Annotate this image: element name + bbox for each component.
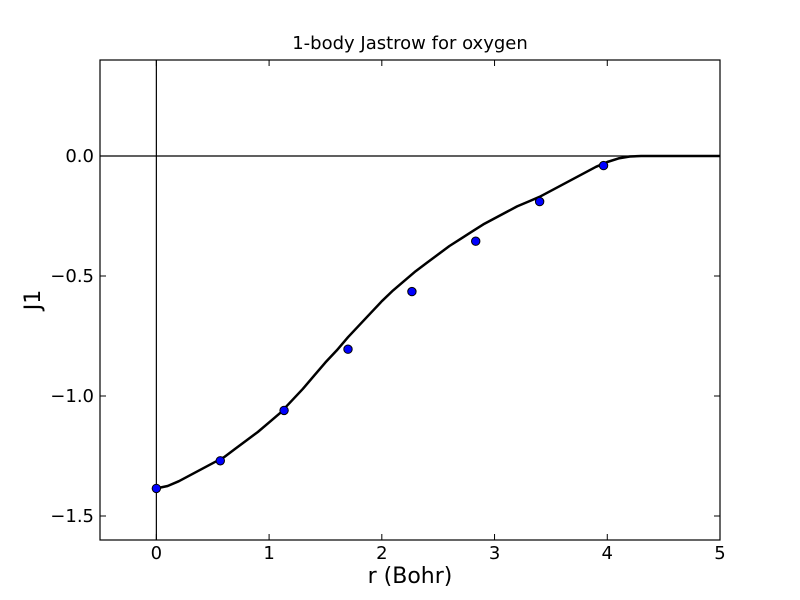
data-point	[279, 405, 289, 416]
data-point	[407, 286, 417, 297]
data-point	[151, 483, 162, 494]
y-tick-label: −1.5	[50, 506, 94, 527]
data-point	[598, 160, 609, 171]
data-point	[343, 344, 353, 354]
data-point	[215, 456, 225, 466]
x-tick-label: 1	[263, 543, 274, 564]
data-point	[534, 196, 545, 207]
y-tick-label: 0.0	[65, 146, 94, 167]
x-tick-label: 3	[489, 543, 500, 564]
x-tick-label: 2	[376, 543, 387, 564]
x-tick-label: 4	[602, 543, 613, 564]
plot-frame	[99, 59, 721, 541]
x-axis-label: r (Bohr)	[368, 564, 453, 589]
y-tick-label: −0.5	[50, 266, 94, 287]
series-line	[156, 154, 720, 490]
x-tick-label: 0	[151, 543, 162, 564]
chart-title: 1-body Jastrow for oxygen	[292, 33, 528, 54]
plot-area: 0 1 2 3 4 5 −1.5 −1.0 −0.5 0.0	[50, 59, 726, 564]
y-tick-label: −1.0	[50, 386, 94, 407]
data-point	[471, 236, 481, 246]
y-axis-label: J1	[21, 290, 46, 313]
x-tick-label: 5	[714, 543, 725, 564]
